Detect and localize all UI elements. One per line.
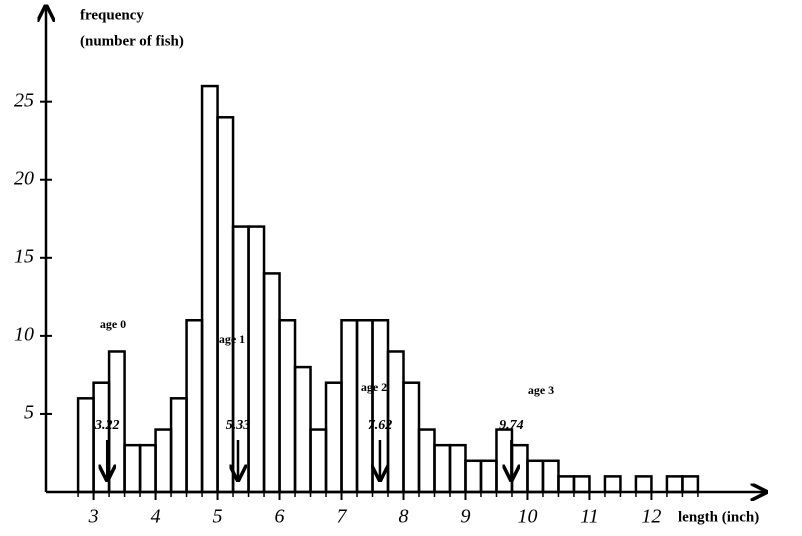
x-tick-label: 8: [399, 506, 409, 528]
bar: [417, 428, 436, 494]
bar: [138, 443, 157, 494]
x-tick-label: 4: [151, 506, 161, 528]
bar: [448, 443, 467, 494]
x-tick-label: 5: [213, 506, 223, 528]
bar: [154, 428, 173, 494]
bar: [231, 225, 250, 494]
bar: [603, 475, 622, 494]
x-tick-label: 12: [641, 506, 661, 528]
bar: [510, 443, 529, 494]
bar: [200, 84, 219, 494]
bar: [634, 475, 653, 494]
bar: [262, 272, 281, 494]
y-tick-label: 10: [14, 323, 34, 345]
annotation: age 2: [361, 380, 387, 394]
x-tick-label: 11: [580, 506, 599, 528]
bar: [340, 319, 359, 494]
bar: [185, 319, 204, 494]
marker-label: 5.33: [226, 418, 251, 433]
annotation: age 3: [528, 383, 554, 397]
bar: [479, 459, 498, 494]
bar: [557, 475, 576, 494]
marker-label: 7.62: [368, 418, 393, 433]
x-tick-label: 9: [460, 506, 470, 528]
bar: [278, 319, 297, 494]
marker-label: 3.22: [94, 418, 120, 433]
bar: [541, 459, 560, 494]
bar: [402, 381, 421, 494]
x-axis-label: length (inch): [678, 509, 759, 525]
x-tick-label: 6: [275, 506, 285, 528]
x-tick-label: 10: [517, 506, 537, 528]
bar: [464, 459, 483, 494]
bar: [169, 397, 188, 494]
bar: [293, 365, 312, 494]
bar: [495, 428, 514, 494]
bar: [526, 459, 545, 494]
bar: [123, 443, 142, 494]
y-tick-label: 5: [24, 402, 34, 424]
y-axis-label: frequency: [80, 7, 144, 23]
bar: [247, 225, 266, 494]
bar: [355, 319, 374, 494]
y-tick-label: 15: [14, 245, 34, 267]
y-axis-label: (number of fish): [80, 33, 184, 49]
x-tick-label: 7: [337, 506, 348, 528]
bar: [681, 475, 700, 494]
bar: [324, 381, 343, 494]
bar: [216, 116, 235, 494]
annotation: age 1: [219, 332, 245, 346]
bar: [433, 443, 452, 494]
annotation: age 0: [100, 317, 126, 331]
bar: [572, 475, 591, 494]
bar: [76, 397, 95, 494]
y-tick-label: 20: [14, 167, 34, 189]
bar: [665, 475, 684, 494]
y-tick-label: 25: [14, 89, 34, 111]
x-tick-label: 3: [88, 506, 99, 528]
marker-label: 9.74: [499, 418, 524, 433]
bar: [107, 350, 126, 494]
bar: [309, 428, 328, 494]
